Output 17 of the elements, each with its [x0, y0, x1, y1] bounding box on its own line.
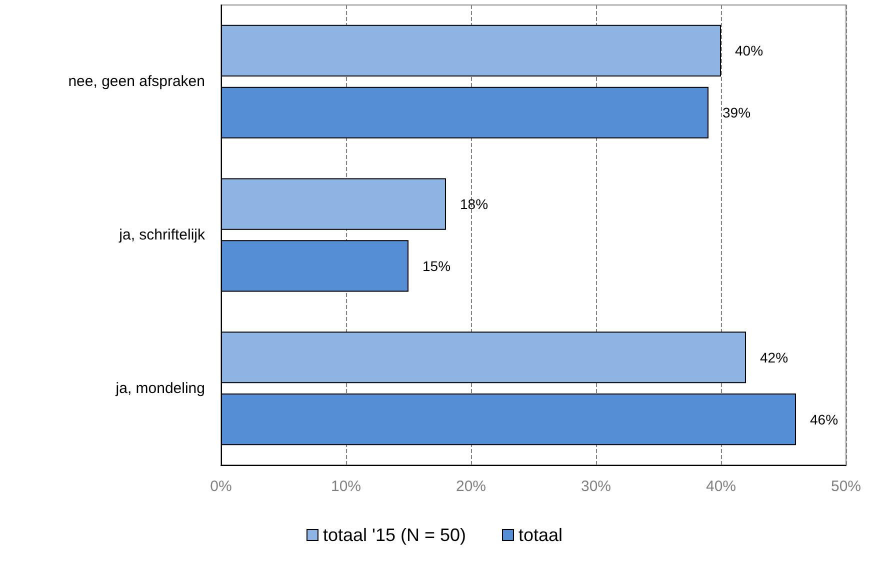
data-label: 40% — [735, 42, 764, 59]
legend-label: totaal — [518, 525, 563, 545]
data-label: 18% — [460, 196, 488, 212]
legend-label: totaal '15 (N = 50) — [322, 525, 466, 545]
data-label: 46% — [810, 411, 838, 428]
x-tick-label: 0% — [210, 478, 232, 495]
x-tick-label: 20% — [456, 478, 486, 495]
x-tick-label: 50% — [830, 478, 862, 495]
data-label: 39% — [722, 104, 751, 121]
x-tick-label: 40% — [706, 478, 736, 495]
y-tick-label: nee, geen afspraken — [68, 73, 205, 90]
x-tick-label: 30% — [580, 478, 612, 495]
y-tick-label: ja, schriftelijk — [118, 226, 206, 244]
data-label: 42% — [760, 349, 788, 366]
data-label: 15% — [422, 258, 451, 274]
y-tick-label: ja, mondeling — [114, 380, 205, 397]
x-tick-label: 10% — [330, 478, 362, 495]
